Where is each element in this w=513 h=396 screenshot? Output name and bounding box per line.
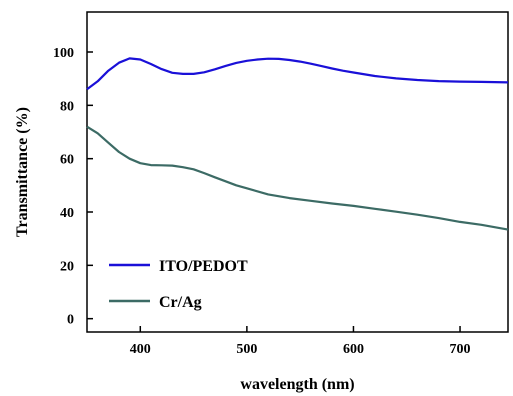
- y-tick-label: 40: [60, 206, 74, 221]
- y-tick-label: 0: [67, 313, 74, 328]
- y-tick-label: 20: [60, 259, 74, 274]
- series-layer: [86, 57, 509, 231]
- y-tick-label: 100: [53, 46, 74, 61]
- legend-label-ito-pedot: ITO/PEDOT: [159, 258, 248, 275]
- y-tick-label: 80: [60, 99, 74, 114]
- legend-label-cr-ag: Cr/Ag: [159, 294, 202, 311]
- y-tick-label: 60: [60, 153, 74, 168]
- y-axis: 0 20 40 60 80 100: [53, 46, 93, 328]
- series-line-cr-ag: [86, 125, 509, 231]
- x-tick-label: 600: [343, 342, 364, 357]
- y-axis-title: Transmittance (%): [14, 107, 31, 237]
- x-axis-title: wavelength (nm): [240, 376, 354, 393]
- x-tick-label: 500: [236, 342, 257, 357]
- x-axis: 400 500 600 700: [130, 326, 471, 357]
- legend: ITO/PEDOT Cr/Ag: [109, 258, 248, 311]
- plot-frame: [86, 11, 509, 333]
- series-line-ito-pedot: [86, 57, 509, 91]
- x-tick-label: 700: [450, 342, 471, 357]
- x-tick-label: 400: [130, 342, 151, 357]
